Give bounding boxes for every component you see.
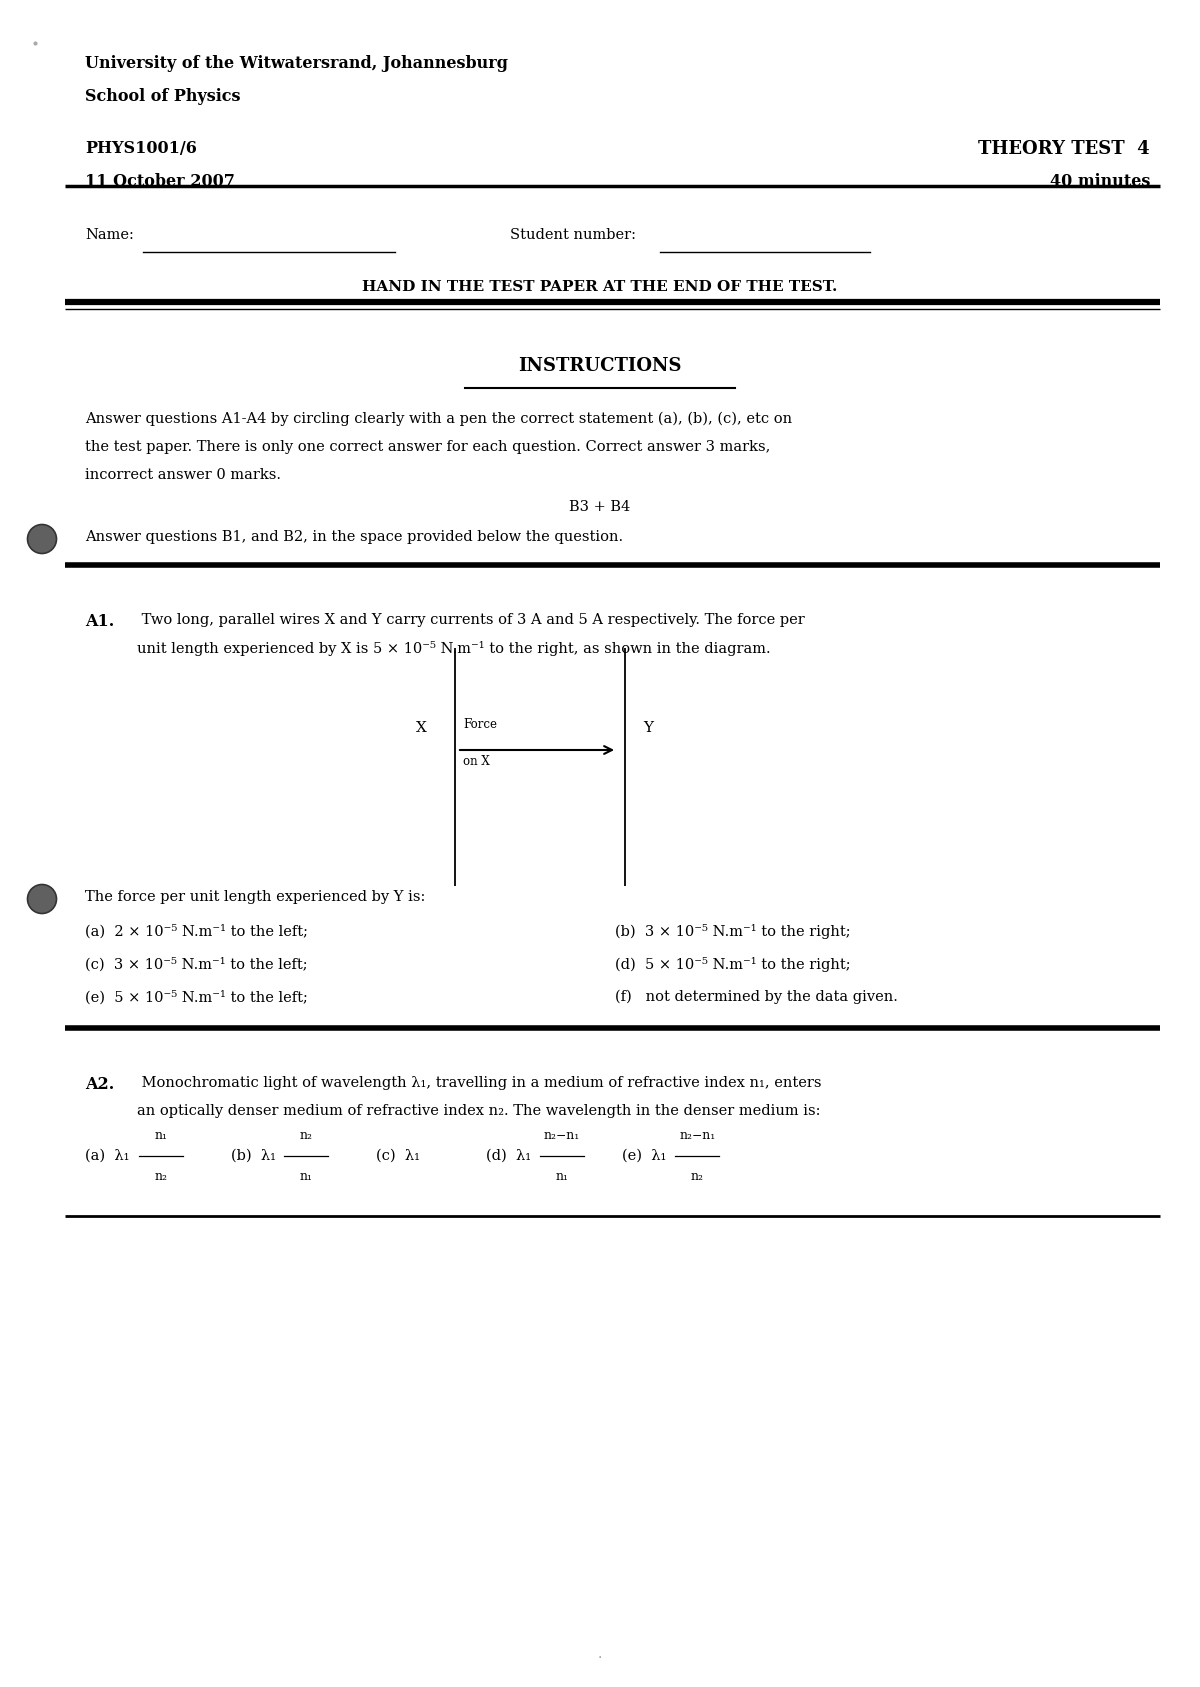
Text: n₁: n₁	[154, 1129, 167, 1142]
Text: on X: on X	[463, 756, 490, 768]
Text: (e)  λ₁: (e) λ₁	[622, 1149, 671, 1162]
Text: (e)  5 × 10⁻⁵ N.m⁻¹ to the left;: (e) 5 × 10⁻⁵ N.m⁻¹ to the left;	[85, 990, 308, 1004]
Text: INSTRUCTIONS: INSTRUCTIONS	[518, 358, 682, 375]
Text: (f)   not determined by the data given.: (f) not determined by the data given.	[616, 990, 898, 1004]
Text: X: X	[416, 720, 427, 736]
Text: Monochromatic light of wavelength λ₁, travelling in a medium of refractive index: Monochromatic light of wavelength λ₁, tr…	[137, 1076, 822, 1090]
Text: University of the Witwatersrand, Johannesburg: University of the Witwatersrand, Johanne…	[85, 56, 508, 73]
Text: Name:: Name:	[85, 228, 134, 241]
Text: THEORY TEST  4: THEORY TEST 4	[978, 140, 1150, 159]
Text: Answer questions B1, and B2, in the space provided below the question.: Answer questions B1, and B2, in the spac…	[85, 530, 623, 543]
Text: n₂: n₂	[154, 1171, 167, 1183]
Text: (d)  λ₁: (d) λ₁	[486, 1149, 536, 1162]
Text: (a)  2 × 10⁻⁵ N.m⁻¹ to the left;: (a) 2 × 10⁻⁵ N.m⁻¹ to the left;	[85, 924, 308, 938]
Text: n₂−n₁: n₂−n₁	[679, 1129, 715, 1142]
Text: B3 + B4: B3 + B4	[569, 499, 631, 515]
Text: n₂: n₂	[300, 1129, 313, 1142]
Text: n₂: n₂	[691, 1171, 704, 1183]
Text: PHYS1001/6: PHYS1001/6	[85, 140, 197, 157]
Text: (b)  3 × 10⁻⁵ N.m⁻¹ to the right;: (b) 3 × 10⁻⁵ N.m⁻¹ to the right;	[616, 924, 851, 940]
Text: A2.: A2.	[85, 1076, 114, 1093]
Text: School of Physics: School of Physics	[85, 88, 240, 105]
Text: The force per unit length experienced by Y is:: The force per unit length experienced by…	[85, 891, 425, 904]
Text: incorrect answer 0 marks.: incorrect answer 0 marks.	[85, 467, 281, 482]
Text: Y: Y	[643, 720, 653, 736]
Text: Answer questions A1-A4 by circling clearly with a pen the correct statement (a),: Answer questions A1-A4 by circling clear…	[85, 412, 792, 427]
Text: Two long, parallel wires X and Y carry currents of 3 A and 5 A respectively. The: Two long, parallel wires X and Y carry c…	[137, 612, 805, 628]
Circle shape	[28, 525, 56, 553]
Text: 40 minutes: 40 minutes	[1050, 174, 1150, 191]
Text: A1.: A1.	[85, 612, 114, 629]
Circle shape	[28, 884, 56, 913]
Text: ·: ·	[598, 1652, 602, 1665]
Text: an optically denser medium of refractive index n₂. The wavelength in the denser : an optically denser medium of refractive…	[137, 1103, 821, 1118]
Text: (b)  λ₁: (b) λ₁	[230, 1149, 281, 1162]
Text: unit length experienced by X is 5 × 10⁻⁵ N.m⁻¹ to the right, as shown in the dia: unit length experienced by X is 5 × 10⁻⁵…	[137, 641, 770, 656]
Text: (c)  λ₁: (c) λ₁	[377, 1149, 420, 1162]
Text: n₂−n₁: n₂−n₁	[544, 1129, 580, 1142]
Text: n₁: n₁	[556, 1171, 569, 1183]
Text: (a)  λ₁: (a) λ₁	[85, 1149, 134, 1162]
Text: 11 October 2007: 11 October 2007	[85, 174, 235, 191]
Text: Student number:: Student number:	[510, 228, 636, 241]
Text: HAND IN THE TEST PAPER AT THE END OF THE TEST.: HAND IN THE TEST PAPER AT THE END OF THE…	[362, 280, 838, 294]
Text: the test paper. There is only one correct answer for each question. Correct answ: the test paper. There is only one correc…	[85, 440, 770, 454]
Text: Force: Force	[463, 719, 497, 730]
Text: n₁: n₁	[300, 1171, 313, 1183]
Text: (c)  3 × 10⁻⁵ N.m⁻¹ to the left;: (c) 3 × 10⁻⁵ N.m⁻¹ to the left;	[85, 957, 307, 972]
Text: (d)  5 × 10⁻⁵ N.m⁻¹ to the right;: (d) 5 × 10⁻⁵ N.m⁻¹ to the right;	[616, 957, 851, 972]
